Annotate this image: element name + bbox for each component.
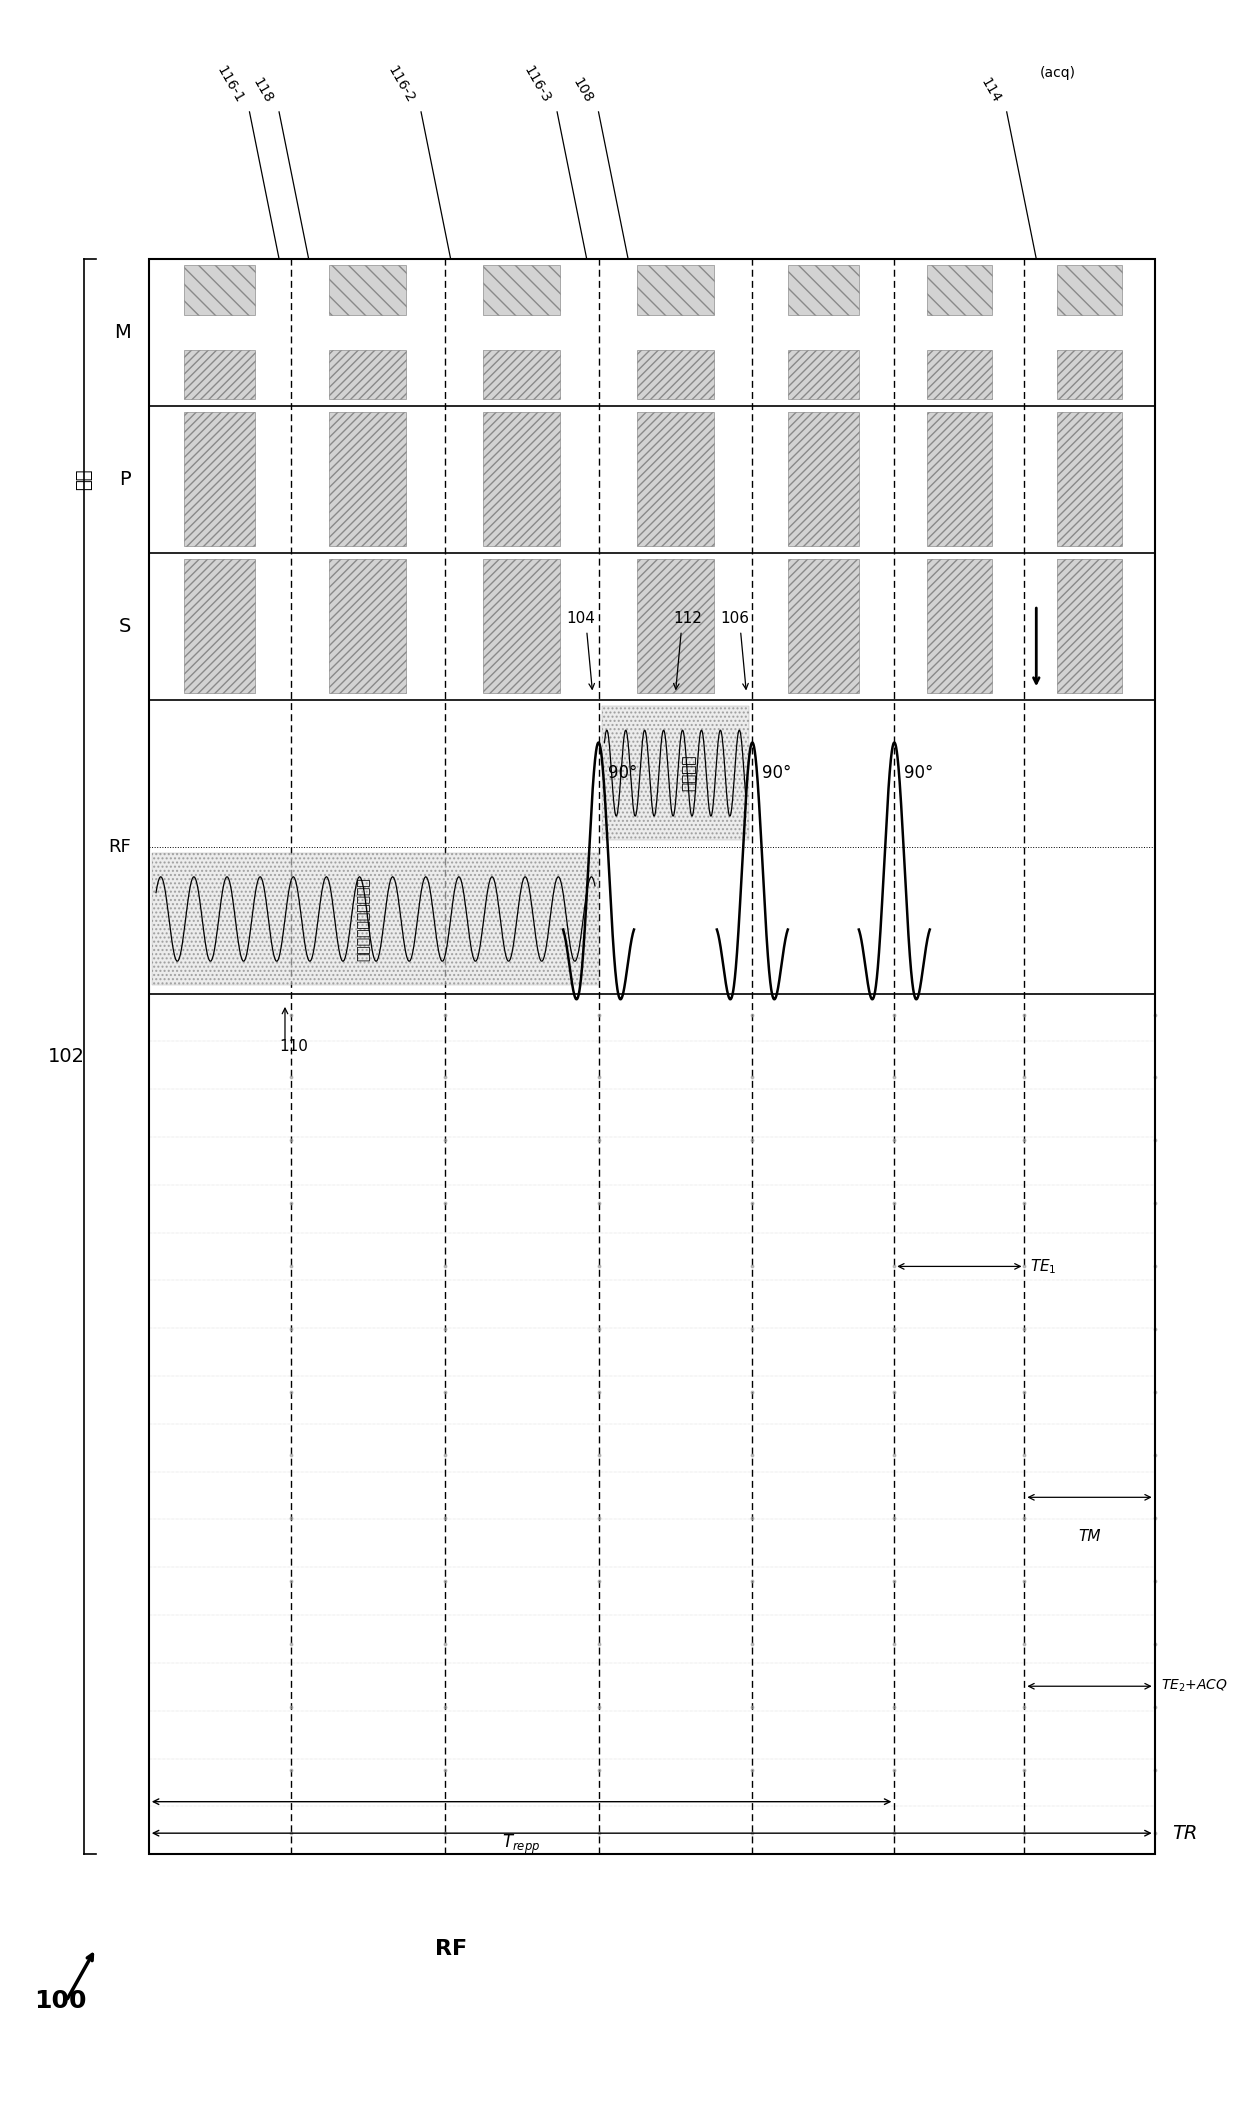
Text: RF: RF [108, 837, 131, 856]
Bar [484, 264, 560, 315]
Bar [637, 560, 714, 693]
Text: P: P [119, 469, 131, 488]
Text: 梯度: 梯度 [74, 469, 93, 490]
Bar [1056, 560, 1122, 693]
Bar [330, 264, 407, 315]
Text: 104: 104 [567, 611, 595, 625]
Bar [637, 351, 714, 399]
Text: S: S [119, 617, 131, 636]
Text: 118: 118 [250, 76, 275, 106]
Text: 116-3: 116-3 [521, 63, 553, 106]
Text: 106: 106 [720, 611, 749, 625]
Text: 110: 110 [279, 1037, 308, 1054]
Text: 具有低功率的长脉冲列: 具有低功率的长脉冲列 [357, 877, 371, 961]
Bar [185, 560, 255, 693]
Text: 100: 100 [33, 1988, 87, 2014]
Text: 108: 108 [569, 76, 595, 106]
Bar [484, 560, 560, 693]
Bar [484, 412, 560, 547]
Bar [787, 264, 859, 315]
Text: $TE_1$: $TE_1$ [1030, 1257, 1056, 1276]
Bar [185, 351, 255, 399]
Bar [787, 351, 859, 399]
Text: TM: TM [1079, 1530, 1101, 1545]
Text: 90°: 90° [904, 765, 934, 782]
Text: $T_{repp}$: $T_{repp}$ [502, 1834, 541, 1857]
Bar [330, 351, 407, 399]
Bar [484, 351, 560, 399]
Bar [926, 560, 992, 693]
Text: 114: 114 [978, 76, 1003, 106]
Bar [1056, 412, 1122, 547]
Bar [330, 560, 407, 693]
Text: M: M [114, 323, 131, 342]
Text: 116-2: 116-2 [386, 63, 418, 106]
Text: 112: 112 [673, 611, 702, 625]
Bar [926, 351, 992, 399]
Text: TR: TR [1172, 1824, 1198, 1843]
Bar [637, 264, 714, 315]
Text: RF: RF [434, 1938, 466, 1959]
Bar [787, 412, 859, 547]
Bar [185, 412, 255, 547]
Bar [787, 560, 859, 693]
Bar [603, 706, 749, 841]
Bar [185, 264, 255, 315]
Text: 短脉冲列: 短脉冲列 [681, 754, 697, 792]
Bar [926, 264, 992, 315]
Bar [153, 854, 599, 985]
Bar [1056, 264, 1122, 315]
Bar [926, 412, 992, 547]
Text: 90°: 90° [761, 765, 791, 782]
Text: $TE_2$+ACQ: $TE_2$+ACQ [1161, 1678, 1228, 1695]
Bar [330, 412, 407, 547]
Text: 102: 102 [47, 1048, 84, 1065]
Text: 116-1: 116-1 [213, 63, 246, 106]
Bar [637, 412, 714, 547]
Bar [149, 258, 1154, 1855]
Text: 90°: 90° [608, 765, 637, 782]
Bar [1056, 351, 1122, 399]
Text: (acq): (acq) [1039, 66, 1075, 80]
